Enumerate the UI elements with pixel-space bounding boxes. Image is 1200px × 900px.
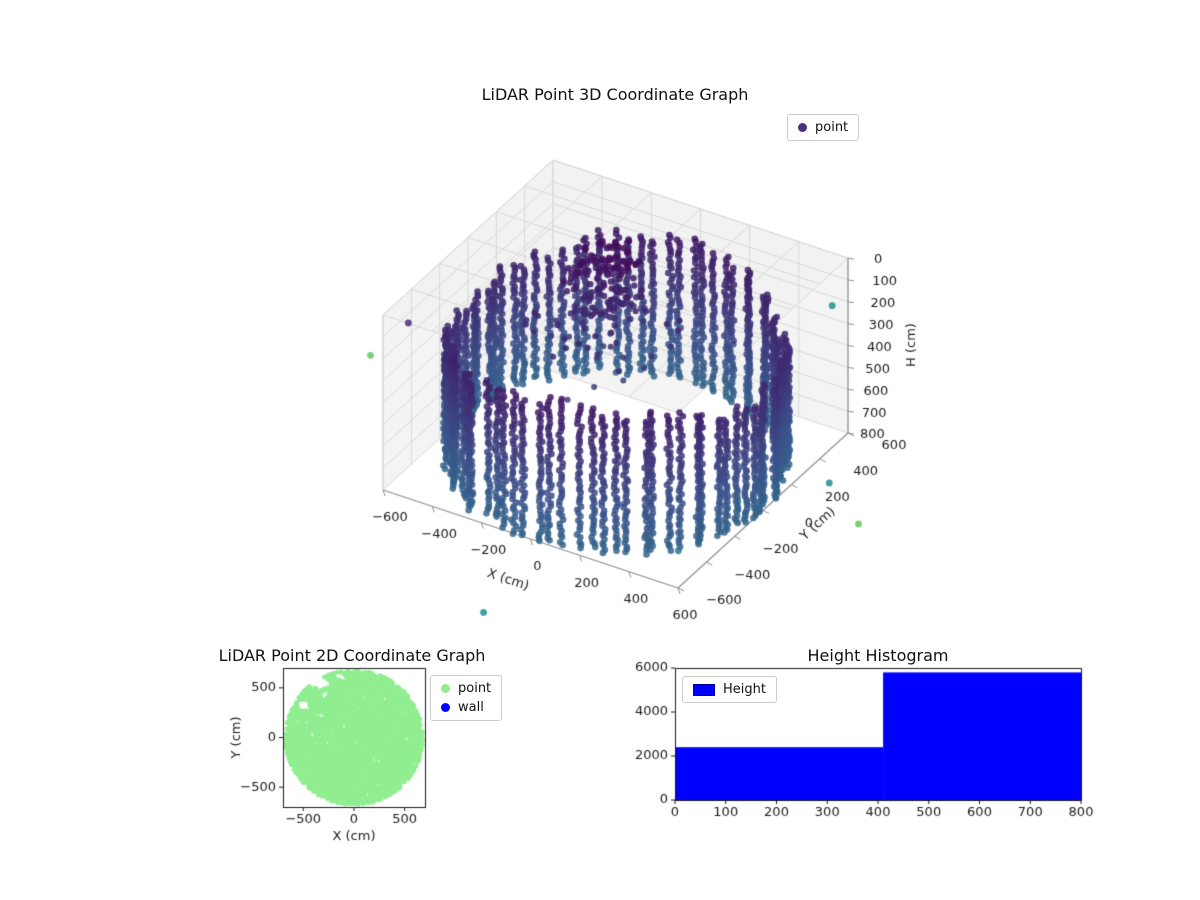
legend-entry-wall-2d: wall [441,700,491,715]
wall-marker-icon [441,703,450,712]
height-patch-icon [693,683,715,696]
2d-legend: point wall [430,675,503,721]
histogram-legend: Height [682,676,777,703]
2d-chart-title: LiDAR Point 2D Coordinate Graph [218,646,486,665]
3d-chart-title: LiDAR Point 3D Coordinate Graph [481,85,749,104]
legend-label-wall-2d: wall [458,700,484,715]
histogram-title: Height Histogram [807,646,949,665]
legend-entry-height: Height [693,682,766,697]
legend-label-point-2d: point [458,681,492,696]
point-marker-icon [798,123,807,132]
point-marker-icon [441,684,450,693]
3d-legend: point [787,114,860,141]
legend-entry-point-2d: point [441,681,491,696]
legend-label-point-3d: point [815,120,849,135]
legend-label-height: Height [723,682,766,697]
legend-entry-point-3d: point [798,120,848,135]
